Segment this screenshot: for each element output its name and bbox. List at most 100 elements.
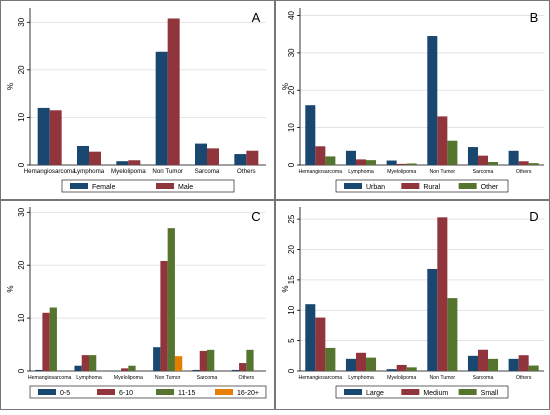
x-tick-label: Myelolipoma xyxy=(111,168,146,175)
panel-border xyxy=(0,200,275,410)
bar xyxy=(49,307,57,371)
panel-letter: B xyxy=(530,10,539,25)
bar xyxy=(528,365,539,371)
bar xyxy=(396,163,407,165)
y-tick-label: 30 xyxy=(17,207,26,216)
y-tick-label: 0 xyxy=(17,162,26,167)
bar xyxy=(366,357,377,371)
x-tick-label: Sarcoma xyxy=(197,375,218,381)
bar xyxy=(121,368,129,371)
legend-swatch xyxy=(344,183,362,189)
bar xyxy=(113,370,122,371)
bar xyxy=(199,350,207,371)
x-tick-label: Hemangiosarcoma xyxy=(28,375,72,381)
y-tick-label: 25 xyxy=(287,214,296,223)
bar xyxy=(406,163,417,165)
x-tick-label: Myelolipoma xyxy=(387,375,416,381)
bar xyxy=(207,148,219,165)
bar xyxy=(518,161,529,165)
bar xyxy=(477,155,489,165)
bar xyxy=(128,160,141,165)
x-tick-label: Lymphoma xyxy=(348,169,374,175)
bar xyxy=(427,36,438,166)
x-tick-label: Others xyxy=(237,168,256,175)
bar xyxy=(153,347,161,371)
bar xyxy=(234,154,247,165)
bar xyxy=(155,51,168,165)
legend-label: Rural xyxy=(423,184,440,191)
legend-swatch xyxy=(458,389,477,395)
legend-label: Medium xyxy=(423,390,448,397)
bar xyxy=(128,365,136,371)
legend-swatch xyxy=(156,183,174,189)
bar xyxy=(488,358,499,371)
x-tick-label: Others xyxy=(239,375,255,381)
y-axis-label: % xyxy=(281,285,290,292)
legend-label: 11-15 xyxy=(178,390,195,397)
y-tick-label: 30 xyxy=(17,17,26,26)
bar xyxy=(396,364,407,371)
panel-border xyxy=(275,200,550,410)
bar xyxy=(518,355,529,371)
bar xyxy=(74,365,82,371)
bar xyxy=(89,151,101,165)
bar xyxy=(447,298,458,371)
x-tick-label: Lymphoma xyxy=(76,375,102,381)
y-axis-label: % xyxy=(6,83,15,90)
x-tick-label: Non Tumor xyxy=(155,375,181,381)
y-tick-label: 0 xyxy=(17,368,26,373)
legend-label: Urban xyxy=(366,184,385,191)
bar xyxy=(160,260,168,371)
legend-box xyxy=(29,385,267,399)
x-tick-label: Others xyxy=(516,375,532,381)
bar xyxy=(325,156,336,165)
panel-letter: C xyxy=(251,209,260,224)
bar xyxy=(528,163,539,165)
y-axis-label: % xyxy=(6,285,15,292)
legend-label: Female xyxy=(92,184,115,191)
panel-letter: A xyxy=(252,10,261,25)
legend-swatch xyxy=(38,389,56,395)
x-tick-label: Sarcoma xyxy=(473,169,494,175)
y-tick-label: 40 xyxy=(287,10,296,19)
bar xyxy=(246,349,254,371)
legend-swatch xyxy=(344,389,362,395)
panel-border xyxy=(0,0,275,200)
bar xyxy=(315,317,326,371)
bar xyxy=(195,143,207,165)
bar xyxy=(447,140,458,165)
bar xyxy=(467,147,478,165)
bar xyxy=(345,358,356,371)
bar xyxy=(437,217,448,371)
chart-panel-d: 0 5 10 15 20 25% D Hemangiosarcoma Lymphoma Myelo… xyxy=(275,200,550,410)
bar xyxy=(49,110,62,165)
legend-swatch xyxy=(70,183,88,189)
y-tick-label: 0 xyxy=(287,368,296,373)
y-tick-label: 20 xyxy=(287,245,296,254)
y-tick-label: 10 xyxy=(17,112,26,121)
y-tick-label: 20 xyxy=(17,260,26,269)
x-tick-label: Hemangiosarcoma xyxy=(299,169,343,175)
bar xyxy=(305,105,316,165)
bar xyxy=(315,146,326,165)
y-tick-label: 20 xyxy=(287,85,296,94)
bar xyxy=(192,369,200,371)
x-tick-label: Myelolipoma xyxy=(387,169,416,175)
bar xyxy=(81,355,89,371)
legend-label: 0-5 xyxy=(60,390,70,397)
bar xyxy=(42,312,50,371)
y-tick-label: 10 xyxy=(17,313,26,322)
legend-label: Large xyxy=(366,390,384,397)
legend-swatch xyxy=(97,389,115,395)
bar xyxy=(37,107,50,165)
y-tick-label: 30 xyxy=(287,48,296,57)
legend-swatch xyxy=(458,183,477,189)
x-tick-label: Sarcoma xyxy=(195,168,220,175)
legend-swatch xyxy=(401,183,420,189)
chart-panel-b: 0 10 20 30 40% B Hemangiosarcoma Lymphoma Myelol… xyxy=(275,0,550,200)
bar xyxy=(116,161,129,165)
bar xyxy=(35,369,43,371)
y-tick-label: 0 xyxy=(287,162,296,167)
